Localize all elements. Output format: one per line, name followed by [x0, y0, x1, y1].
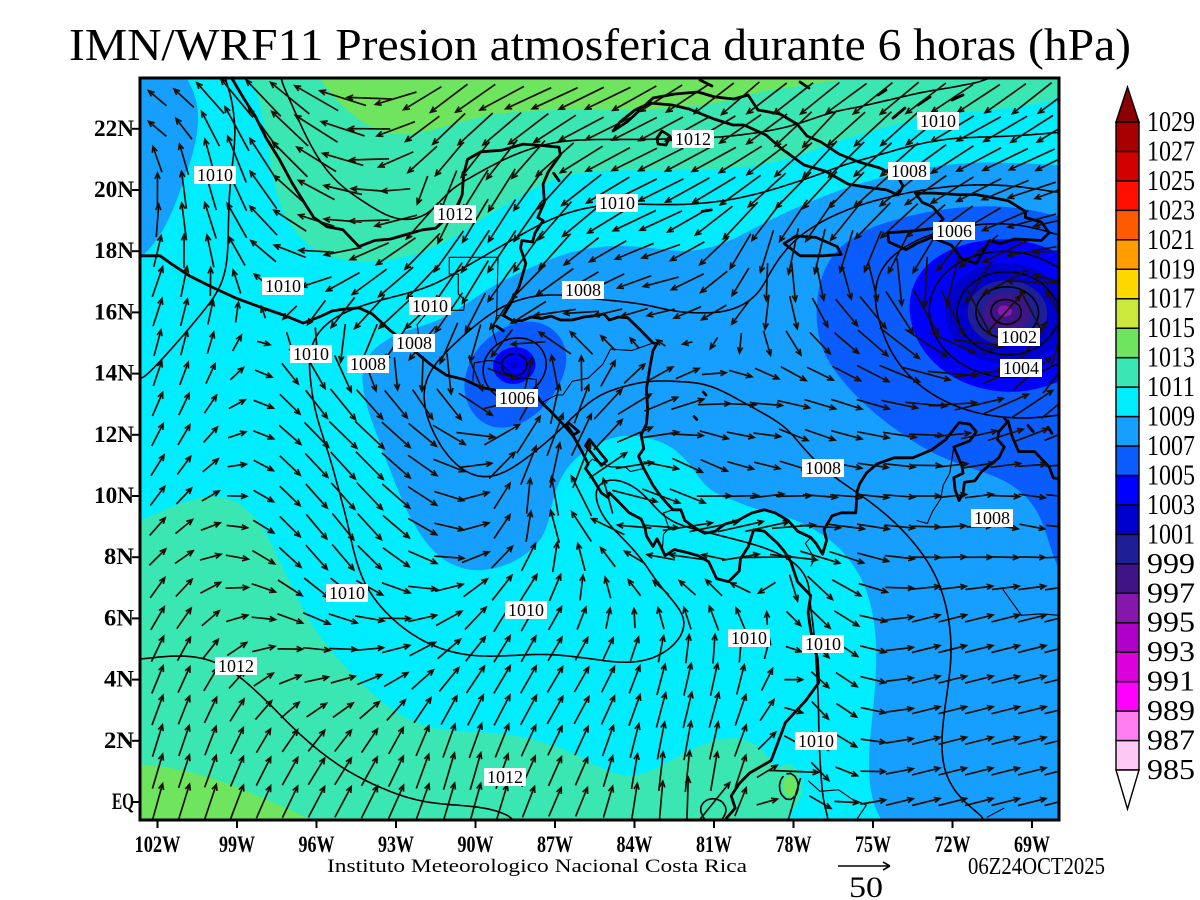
svg-text:22N: 22N	[94, 116, 134, 141]
svg-text:14N: 14N	[94, 361, 134, 386]
svg-text:102W: 102W	[135, 832, 181, 857]
svg-text:75W: 75W	[855, 832, 891, 857]
svg-text:6N: 6N	[104, 605, 134, 630]
svg-text:69W: 69W	[1014, 832, 1050, 857]
svg-text:16N: 16N	[94, 299, 134, 324]
svg-text:1011: 1011	[1147, 371, 1195, 403]
svg-text:995: 995	[1147, 607, 1195, 639]
svg-text:IMN/WRF11 Presion atmosferica: IMN/WRF11 Presion atmosferica durante 6 …	[69, 19, 1131, 70]
svg-text:1023: 1023	[1147, 194, 1195, 226]
svg-text:1008: 1008	[350, 354, 386, 374]
svg-text:18N: 18N	[94, 238, 134, 263]
svg-text:1013: 1013	[1147, 342, 1195, 374]
svg-text:1006: 1006	[936, 221, 972, 241]
svg-text:1010: 1010	[197, 165, 233, 185]
svg-text:991: 991	[1147, 666, 1195, 698]
svg-text:1008: 1008	[974, 508, 1010, 528]
svg-text:1008: 1008	[565, 280, 601, 300]
svg-text:1010: 1010	[329, 583, 365, 603]
svg-text:1003: 1003	[1147, 489, 1195, 521]
svg-text:50: 50	[849, 871, 883, 900]
svg-text:1001: 1001	[1147, 518, 1195, 550]
svg-text:1021: 1021	[1147, 224, 1195, 256]
svg-text:1008: 1008	[891, 161, 927, 181]
svg-text:90W: 90W	[458, 832, 494, 857]
svg-text:1012: 1012	[437, 204, 473, 224]
svg-text:1010: 1010	[731, 628, 767, 648]
svg-text:72W: 72W	[935, 832, 971, 857]
svg-text:1010: 1010	[293, 344, 329, 364]
svg-text:12N: 12N	[94, 422, 134, 447]
svg-text:1009: 1009	[1147, 401, 1195, 433]
svg-text:1017: 1017	[1147, 283, 1195, 315]
svg-text:1010: 1010	[508, 600, 544, 620]
svg-text:99W: 99W	[219, 832, 255, 857]
svg-text:989: 989	[1147, 695, 1195, 727]
svg-text:20N: 20N	[94, 177, 134, 202]
svg-text:993: 993	[1147, 636, 1195, 668]
svg-text:06Z24OCT2025: 06Z24OCT2025	[968, 854, 1105, 880]
svg-text:1010: 1010	[412, 296, 448, 316]
svg-text:1010: 1010	[805, 634, 841, 654]
svg-text:1010: 1010	[920, 111, 956, 131]
svg-text:1007: 1007	[1147, 430, 1195, 462]
svg-text:93W: 93W	[378, 832, 414, 857]
svg-text:87W: 87W	[537, 832, 573, 857]
svg-text:1005: 1005	[1147, 460, 1195, 492]
svg-text:4N: 4N	[104, 667, 134, 692]
svg-text:1025: 1025	[1147, 165, 1195, 197]
svg-text:1008: 1008	[396, 333, 432, 353]
svg-text:1004: 1004	[1003, 358, 1039, 378]
svg-text:1006: 1006	[499, 388, 535, 408]
svg-text:1027: 1027	[1147, 136, 1195, 168]
svg-text:78W: 78W	[776, 832, 812, 857]
svg-text:1010: 1010	[265, 276, 301, 296]
svg-text:999: 999	[1147, 548, 1195, 580]
svg-text:84W: 84W	[617, 832, 653, 857]
svg-text:1015: 1015	[1147, 312, 1195, 344]
svg-text:987: 987	[1147, 725, 1195, 757]
svg-text:1029: 1029	[1147, 106, 1195, 138]
svg-text:1008: 1008	[805, 458, 841, 478]
svg-text:Instituto Meteorologico Nacion: Instituto Meteorologico Nacional Costa R…	[327, 856, 748, 877]
svg-text:EQ: EQ	[112, 789, 134, 814]
svg-text:1002: 1002	[1001, 327, 1037, 347]
svg-text:1019: 1019	[1147, 253, 1195, 285]
svg-text:1012: 1012	[675, 129, 711, 149]
svg-text:1010: 1010	[798, 731, 834, 751]
svg-text:997: 997	[1147, 577, 1195, 609]
svg-text:8N: 8N	[104, 544, 134, 569]
svg-text:2N: 2N	[104, 728, 134, 753]
svg-text:1010: 1010	[599, 193, 635, 213]
svg-text:1012: 1012	[218, 656, 254, 676]
svg-text:10N: 10N	[94, 483, 134, 508]
svg-text:1012: 1012	[487, 767, 523, 787]
svg-text:96W: 96W	[299, 832, 335, 857]
svg-text:81W: 81W	[696, 832, 732, 857]
svg-text:985: 985	[1147, 754, 1195, 786]
